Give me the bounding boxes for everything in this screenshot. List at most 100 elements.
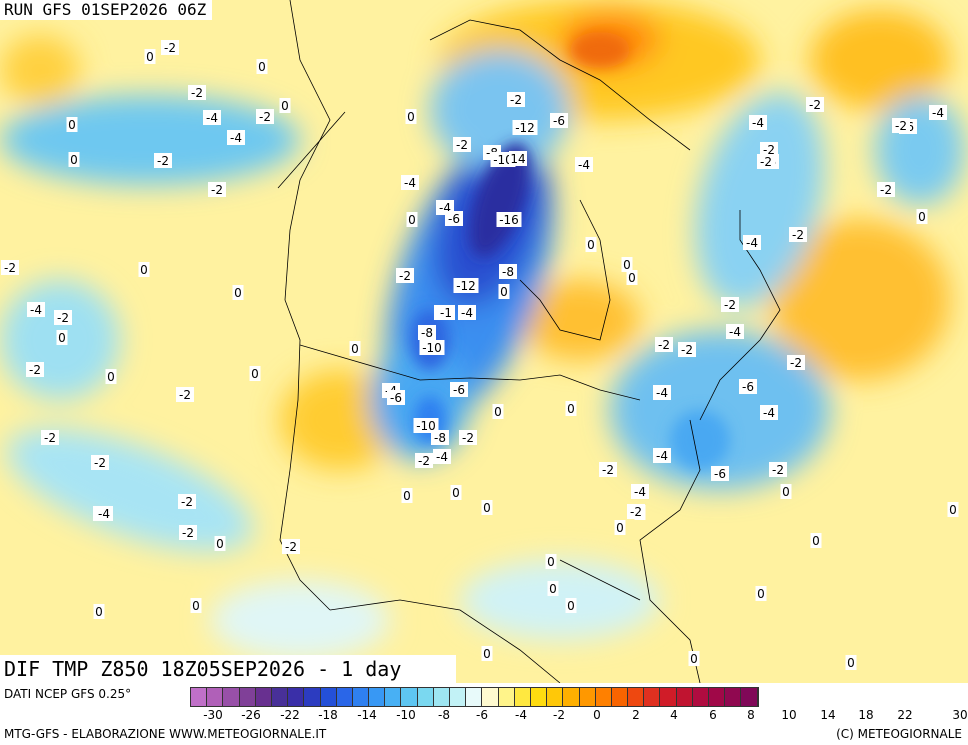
color-scale-labels: -30 -26 -22 -18 -14 -10 -8 -6 -4 -2 0 2 4 6 8 10 14 18 22 3… [190,708,968,724]
contour-label: 0 [547,581,559,596]
svg-text:0: 0 [192,599,200,613]
contour-label: -2 [154,153,172,168]
legend-tick-label: 2 [632,708,640,722]
svg-text:-2: -2 [462,431,474,445]
contour-label: -2 [161,40,179,55]
legend-tick-label: 30 [952,708,968,722]
contour-label: -4 [401,175,419,190]
svg-text:-2: -2 [681,343,693,357]
contour-label: -4 [458,305,476,320]
contour-label: 0 [105,369,117,384]
contour-label: 0 [498,284,510,299]
contour-label: -2 [892,118,910,133]
svg-text:0: 0 [547,555,555,569]
contour-label: -2 [208,182,226,197]
contour-label: -2 [789,227,807,242]
contour-label: -2 [769,462,787,477]
svg-text:0: 0 [616,521,624,535]
contour-label: -6 [739,379,757,394]
contour-label: -4 [27,302,45,317]
temperature-difference-map: -200-2-4-2-400-2-20-2-4-20-200-2-4-2-2-4… [0,0,968,683]
svg-text:-8: -8 [502,265,514,279]
contour-label: -2 [415,453,433,468]
contour-label: 0 [481,646,493,661]
contour-label: -6 [550,113,568,128]
legend-tick-label: 22 [897,708,913,722]
svg-text:-4: -4 [729,325,741,339]
svg-text:-4: -4 [30,303,42,317]
legend-swatch [271,688,289,706]
contour-label: 0 [947,502,959,517]
contour-label: -6 [445,211,463,226]
contour-label: -4 [203,110,221,125]
svg-text:0: 0 [234,286,242,300]
svg-text:-2: -2 [763,143,775,157]
contour-label: -2 [256,109,274,124]
legend-swatch [628,688,645,706]
legend-swatch [191,688,208,706]
svg-text:0: 0 [216,537,224,551]
svg-text:-2: -2 [179,388,191,402]
svg-text:0: 0 [281,99,289,113]
svg-text:-2: -2 [772,463,784,477]
legend-tick-label: 18 [858,708,874,722]
svg-text:-6: -6 [553,114,565,128]
svg-text:-16: -16 [499,213,519,227]
svg-text:0: 0 [68,118,76,132]
legend-swatch [725,688,742,706]
contour-label: -16 [496,212,522,227]
legend-tick-label: -6 [476,708,488,722]
svg-text:-2: -2 [44,431,56,445]
contour-label: 0 [256,59,268,74]
svg-text:0: 0 [847,656,855,670]
legend-swatch [417,688,434,706]
legend-tick-label: -26 [241,708,261,722]
svg-text:0: 0 [95,605,103,619]
contour-label: -6 [450,382,468,397]
contour-label: -2 [1,260,19,275]
svg-text:0: 0 [107,370,115,384]
svg-text:0: 0 [58,331,66,345]
contour-label: 0 [614,520,626,535]
svg-text:-2: -2 [94,456,106,470]
svg-text:-8: -8 [434,431,446,445]
svg-text:0: 0 [408,213,416,227]
legend-swatch [304,688,321,706]
svg-text:-2: -2 [895,119,907,133]
contour-label: 0 [545,554,557,569]
svg-text:-2: -2 [211,183,223,197]
legend-swatch [223,688,240,706]
legend-swatch [239,688,256,706]
contour-label: 0 [279,98,291,113]
svg-text:0: 0 [407,110,415,124]
legend-swatch [466,688,483,706]
svg-text:-4: -4 [634,485,646,499]
legend-tick-label: 4 [670,708,678,722]
svg-text:0: 0 [483,647,491,661]
svg-text:-8: -8 [421,326,433,340]
contour-label: -4 [743,235,761,250]
svg-text:-2: -2 [259,110,271,124]
svg-text:-4: -4 [439,201,451,215]
legend-tick-label: 6 [709,708,717,722]
contour-label: -12 [512,120,538,135]
svg-text:0: 0 [146,50,154,64]
contour-label: 0 [450,485,462,500]
contour-label: -4 [575,157,593,172]
contour-label: 0 [565,401,577,416]
legend-swatch [644,688,661,706]
contour-label: 0 [626,270,638,285]
contour-label-layer: -200-2-4-2-400-2-20-2-4-20-200-2-4-2-2-4… [1,40,959,670]
legend-swatch [547,688,564,706]
svg-text:-2: -2 [191,86,203,100]
contour-label: -2 [179,525,197,540]
contour-label: 0 [56,330,68,345]
legend-swatch [692,688,709,706]
contour-label: -4 [631,484,649,499]
contour-label: 0 [232,285,244,300]
svg-text:0: 0 [494,405,502,419]
contour-label: -2 [188,85,206,100]
legend-tick-label: -4 [515,708,527,722]
map-canvas: -200-2-4-2-400-2-20-2-4-20-200-2-4-2-2-4… [0,0,968,683]
contour-label: 0 [66,117,78,132]
